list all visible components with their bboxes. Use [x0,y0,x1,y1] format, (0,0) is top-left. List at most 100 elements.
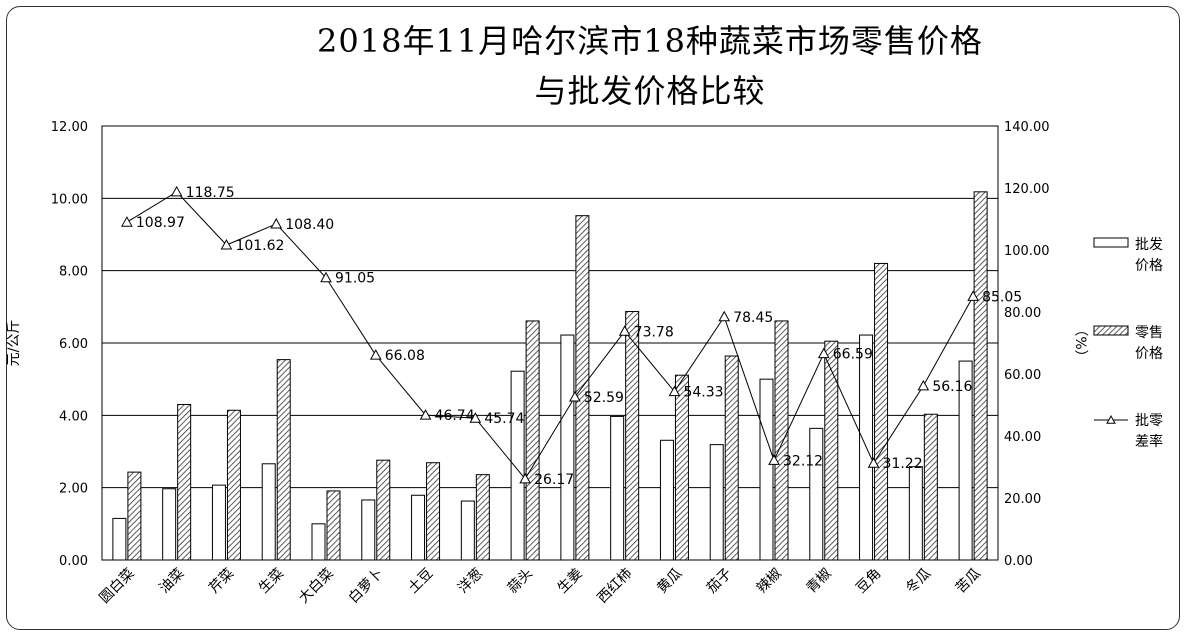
category-label: 生姜 [555,566,586,597]
left-axis-title: 元/公斤 [6,320,22,367]
rate-marker [569,390,581,402]
rate-data-label: 91.05 [335,271,375,287]
category-label: 青椒 [803,566,834,597]
legend-retail-label: 零售 [1135,325,1163,341]
legend-retail-swatch [1093,325,1129,336]
retail-bar [674,374,689,561]
wholesale-bar [510,370,525,561]
retail-bar [923,413,938,561]
rate-data-label: 73.78 [634,324,674,340]
rate-marker [618,325,631,336]
wholesale-bar [659,439,674,561]
wholesale-bar [908,466,923,561]
wholesale-bar [162,488,177,561]
retail-bar [774,320,789,561]
rate-data-label: 78.45 [733,310,773,326]
rate-marker [121,216,133,227]
wholesale-bar [610,415,625,561]
retail-bar [376,459,391,561]
left-axis-tick: 10.00 [51,192,88,207]
rate-data-label: 66.59 [833,347,873,363]
right-axis-tick: 120.00 [1004,182,1050,197]
rate-marker [718,310,731,322]
wholesale-bar [411,494,426,561]
retail-bar [177,403,192,561]
rate-marker [768,454,780,465]
retail-bar [426,462,441,561]
rate-marker [270,217,283,229]
right-axis-tick: 100.00 [1004,244,1050,259]
chart-title: 2018年11月哈尔滨市18种蔬菜市场零售价格 [317,22,983,60]
wholesale-bar [311,523,326,561]
rate-line [126,191,974,480]
retail-bar [824,340,839,561]
category-label: 大白菜 [296,566,337,607]
wholesale-bar [361,499,376,561]
category-label: 辣椒 [754,566,785,597]
category-label: 生菜 [256,566,287,597]
left-axis-tick: 12.00 [51,120,88,135]
wholesale-bar [709,444,724,561]
rate-data-label: 108.40 [285,217,334,233]
wholesale-bar [560,334,575,561]
rate-marker [369,349,382,360]
rate-data-label: 54.33 [683,385,723,401]
rate-data-label: 85.05 [982,289,1022,305]
right-axis-tick: 60.00 [1004,368,1041,383]
retail-bar [724,355,739,561]
rate-data-label: 108.97 [136,215,185,231]
category-label: 冬瓜 [903,566,934,597]
category-label: 西红柿 [594,565,636,607]
wholesale-bar [460,500,475,561]
left-axis-tick: 8.00 [59,265,88,280]
wholesale-bar [809,427,824,561]
retail-bar [525,320,540,561]
category-label: 芹菜 [206,566,237,597]
category-label: 豆角 [853,566,884,597]
category-label: 白萝卜 [346,566,387,607]
category-label: 茄子 [703,565,735,597]
rate-data-label: 118.75 [186,185,235,201]
rate-marker [817,347,830,359]
wholesale-bar [759,378,774,561]
category-label: 蒜头 [505,566,536,597]
legend-retail-label: 价格 [1135,346,1163,362]
retail-bar [326,490,341,561]
wholesale-bar [112,517,127,561]
legend-rate-label: 批零 [1135,413,1163,429]
category-label: 苦瓜 [953,566,984,597]
rate-marker [668,385,681,397]
rate-marker [320,271,332,283]
rate-data-label: 32.12 [783,453,823,469]
rate-marker [419,409,432,420]
category-label: 圆白菜 [97,566,138,607]
wholesale-bar [958,360,973,561]
right-axis-tick: 40.00 [1004,430,1041,445]
legend-wholesale-label: 价格 [1135,258,1163,274]
rate-data-label: 101.62 [235,238,284,254]
chart-subtitle: 与批发价格比较 [534,72,765,110]
right-axis-tick: 0.00 [1004,554,1033,569]
retail-bar [276,359,291,561]
category-label: 土豆 [405,566,436,597]
rate-data-label: 56.16 [932,379,972,395]
rate-data-label: 31.22 [883,456,923,472]
rate-marker [220,238,233,250]
category-label: 黄瓜 [653,565,685,597]
rate-marker [519,472,531,484]
legend-rate-label: 差率 [1135,433,1163,450]
rate-marker [867,457,880,468]
retail-bar [973,191,988,561]
rate-data-label: 52.59 [584,390,624,406]
right-axis-title: （%） [1072,322,1088,363]
left-axis-tick: 0.00 [59,554,88,569]
category-label: 洋葱 [455,566,486,597]
category-label: 油菜 [156,566,187,597]
wholesale-bar [261,463,276,561]
retail-bar [475,474,490,561]
retail-bar [625,311,640,561]
right-axis-tick: 140.00 [1004,120,1050,135]
rate-data-label: 26.17 [534,472,574,488]
plot-area: 0.00 2.00 4.00 6.00 8.00 10.00 12.00 0.00 20.00 4… [6,120,1088,607]
